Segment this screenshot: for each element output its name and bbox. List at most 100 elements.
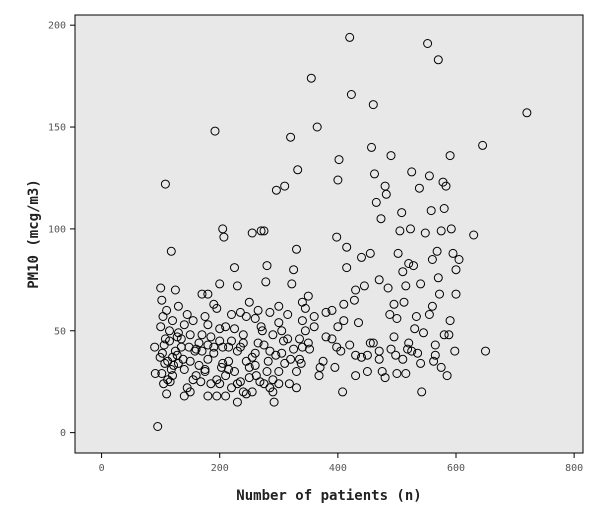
- data-point: [445, 316, 455, 326]
- data-point: [277, 326, 287, 336]
- data-point: [429, 356, 439, 366]
- data-point: [362, 367, 372, 376]
- data-point: [259, 379, 269, 389]
- data-point: [230, 263, 239, 273]
- data-point: [445, 151, 455, 161]
- data-point: [274, 301, 284, 311]
- data-point: [404, 338, 414, 348]
- data-point: [293, 165, 303, 175]
- data-point: [215, 336, 225, 346]
- data-point: [244, 373, 254, 383]
- data-point: [439, 330, 449, 340]
- data-point: [218, 342, 228, 352]
- data-point: [176, 334, 186, 344]
- data-point: [419, 328, 428, 338]
- data-point: [393, 248, 403, 258]
- data-point: [274, 318, 284, 328]
- data-point: [190, 346, 200, 356]
- data-point: [389, 299, 399, 309]
- data-point: [321, 307, 331, 317]
- data-point: [203, 340, 213, 350]
- data-point: [162, 305, 172, 315]
- data-point: [446, 224, 456, 234]
- data-point: [173, 328, 183, 338]
- data-point: [253, 305, 263, 315]
- data-point: [224, 342, 234, 352]
- data-point: [200, 312, 210, 321]
- data-point: [454, 255, 464, 264]
- data-point: [227, 310, 236, 319]
- data-point: [153, 422, 163, 431]
- data-point: [287, 279, 297, 289]
- data-point: [345, 32, 355, 42]
- data-point: [377, 367, 387, 376]
- data-point: [265, 307, 275, 317]
- data-point: [265, 383, 275, 393]
- data-point: [342, 242, 352, 252]
- data-point: [339, 316, 349, 326]
- data-point: [250, 314, 260, 323]
- data-point: [200, 365, 210, 374]
- data-point: [286, 354, 296, 364]
- data-point: [362, 350, 372, 360]
- data-point: [170, 285, 180, 295]
- data-point: [300, 303, 310, 313]
- data-point: [262, 261, 272, 271]
- data-point: [420, 228, 430, 238]
- data-point: [409, 261, 418, 271]
- data-point: [197, 346, 207, 356]
- data-point: [435, 289, 444, 299]
- data-point: [332, 232, 342, 242]
- data-point: [330, 362, 340, 372]
- data-point: [185, 387, 195, 397]
- data-point: [303, 291, 313, 301]
- data-point: [269, 397, 279, 407]
- data-point: [241, 312, 251, 321]
- data-point: [224, 365, 234, 374]
- data-point: [232, 346, 242, 356]
- data-point: [227, 383, 236, 393]
- data-point: [150, 369, 160, 378]
- data-point: [194, 360, 204, 370]
- data-point: [247, 228, 257, 238]
- data-point: [238, 387, 248, 397]
- data-point: [235, 307, 245, 317]
- data-point: [230, 324, 239, 334]
- data-point: [227, 336, 236, 346]
- data-point: [165, 326, 174, 336]
- data-point: [309, 322, 319, 332]
- data-point: [253, 338, 263, 348]
- data-point: [221, 371, 231, 381]
- data-point: [206, 332, 216, 342]
- data-point: [381, 189, 391, 199]
- data-point: [349, 295, 359, 305]
- data-point: [244, 297, 254, 307]
- data-point: [257, 326, 267, 336]
- data-point: [155, 352, 165, 362]
- data-point: [321, 332, 331, 342]
- data-point: [398, 267, 408, 277]
- data-point: [168, 316, 177, 326]
- plot-area: [74, 14, 584, 454]
- data-point: [303, 338, 313, 348]
- data-point: [188, 316, 198, 326]
- data-point: [416, 279, 426, 289]
- data-point: [197, 289, 207, 299]
- data-point: [354, 318, 363, 328]
- data-point: [156, 283, 166, 293]
- data-point: [150, 342, 160, 352]
- data-point: [430, 350, 440, 360]
- data-point: [172, 332, 182, 342]
- data-point: [441, 181, 451, 191]
- data-point: [160, 179, 170, 189]
- data-point: [221, 391, 231, 401]
- data-point: [215, 324, 225, 334]
- data-point: [280, 358, 290, 368]
- data-point: [370, 169, 379, 179]
- data-point: [386, 151, 396, 161]
- data-point: [407, 346, 417, 356]
- data-point: [179, 320, 189, 330]
- data-point: [203, 289, 213, 299]
- data-point: [430, 340, 440, 350]
- data-point: [365, 248, 375, 258]
